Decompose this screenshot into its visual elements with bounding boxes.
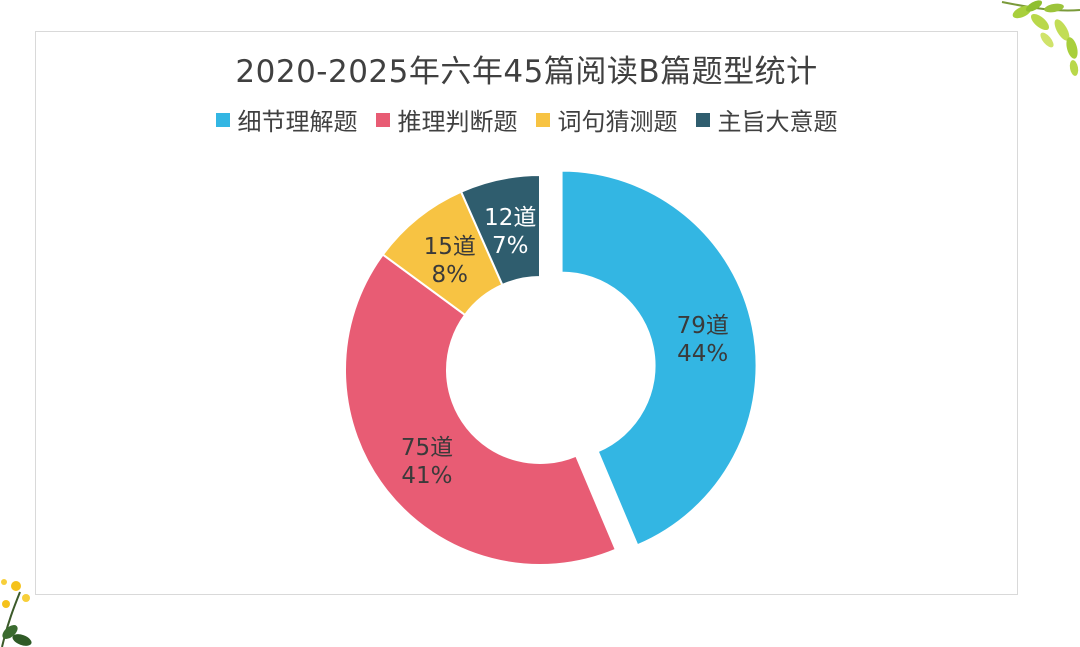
legend-swatch bbox=[535, 112, 550, 127]
legend-swatch bbox=[215, 112, 230, 127]
data-label-percent: 41% bbox=[401, 463, 452, 489]
data-label-count: 75道 bbox=[401, 435, 453, 461]
flower-decoration-bottom-left bbox=[1, 579, 32, 647]
donut-slice bbox=[344, 253, 618, 566]
legend-label: 细节理解题 bbox=[237, 108, 358, 136]
data-label-percent: 8% bbox=[432, 262, 469, 288]
data-label-count: 12道 bbox=[484, 205, 536, 231]
data-label-count: 79道 bbox=[677, 313, 729, 339]
chart-legend: 细节理解题 推理判断题 词句猜测题 主旨大意题 bbox=[36, 102, 1017, 137]
legend-item: 推理判断题 bbox=[375, 102, 518, 137]
legend-label: 词句猜测题 bbox=[557, 108, 678, 136]
legend-swatch bbox=[375, 112, 390, 127]
legend-item: 细节理解题 bbox=[215, 102, 358, 137]
data-label-percent: 44% bbox=[677, 341, 728, 367]
legend-swatch bbox=[695, 112, 710, 127]
data-label-percent: 7% bbox=[492, 233, 529, 259]
legend-item: 词句猜测题 bbox=[535, 102, 678, 137]
donut-slice bbox=[560, 169, 758, 547]
chart-title: 2020-2025年六年45篇阅读B篇题型统计 bbox=[235, 54, 818, 90]
legend-label: 推理判断题 bbox=[397, 108, 518, 136]
legend-label: 主旨大意题 bbox=[717, 108, 838, 136]
leaf-decoration-top-right bbox=[1001, 0, 1080, 76]
legend-item: 主旨大意题 bbox=[695, 102, 838, 137]
data-label-count: 15道 bbox=[424, 234, 476, 260]
donut-slice bbox=[459, 173, 541, 287]
